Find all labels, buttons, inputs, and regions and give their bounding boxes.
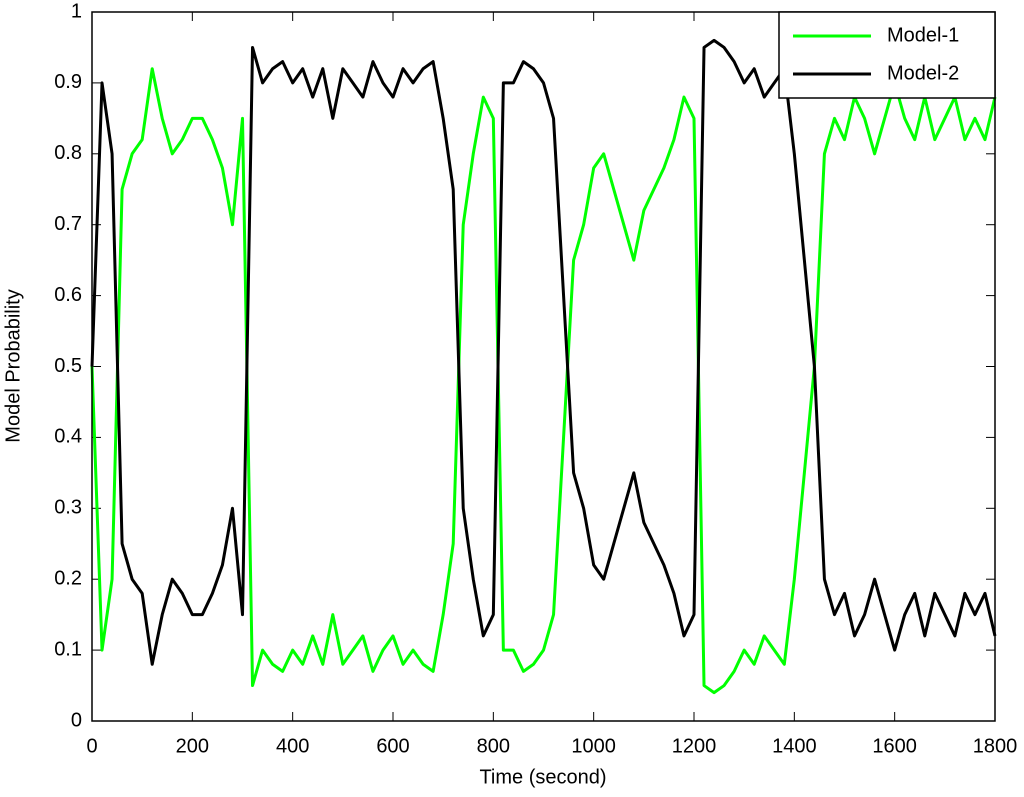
x-axis-label: Time (second) bbox=[479, 766, 606, 788]
series-line bbox=[90, 38, 997, 666]
y-tick-label: 1 bbox=[71, 0, 82, 22]
x-tick-label: 800 bbox=[477, 735, 510, 757]
y-tick-label: 0.1 bbox=[54, 638, 82, 660]
y-tick-label: 0.6 bbox=[54, 284, 82, 306]
y-tick-label: 0 bbox=[71, 709, 82, 731]
x-tick-label: 0 bbox=[86, 735, 97, 757]
plot-frame bbox=[91, 11, 996, 722]
x-tick-label: 1600 bbox=[872, 735, 917, 757]
x-tick-label: 1800 bbox=[973, 735, 1018, 757]
x-tick-label: 1200 bbox=[672, 735, 717, 757]
series-line bbox=[90, 67, 997, 695]
legend-label: Model-2 bbox=[887, 62, 959, 84]
y-tick-label: 0.2 bbox=[54, 567, 82, 589]
y-tick-label: 0.5 bbox=[54, 355, 82, 377]
legend-label: Model-1 bbox=[887, 24, 959, 46]
y-tick-label: 0.9 bbox=[54, 71, 82, 93]
y-axis-label: Model Probability bbox=[2, 289, 24, 442]
x-tick-label: 1000 bbox=[571, 735, 616, 757]
y-tick-label: 0.4 bbox=[54, 426, 82, 448]
y-tick-label: 0.8 bbox=[54, 142, 82, 164]
x-tick-label: 200 bbox=[176, 735, 209, 757]
y-tick-label: 0.7 bbox=[54, 213, 82, 235]
legend-box bbox=[778, 11, 996, 99]
y-tick-label: 0.3 bbox=[54, 497, 82, 519]
x-tick-label: 400 bbox=[276, 735, 309, 757]
x-tick-label: 1400 bbox=[772, 735, 817, 757]
x-tick-label: 600 bbox=[376, 735, 409, 757]
